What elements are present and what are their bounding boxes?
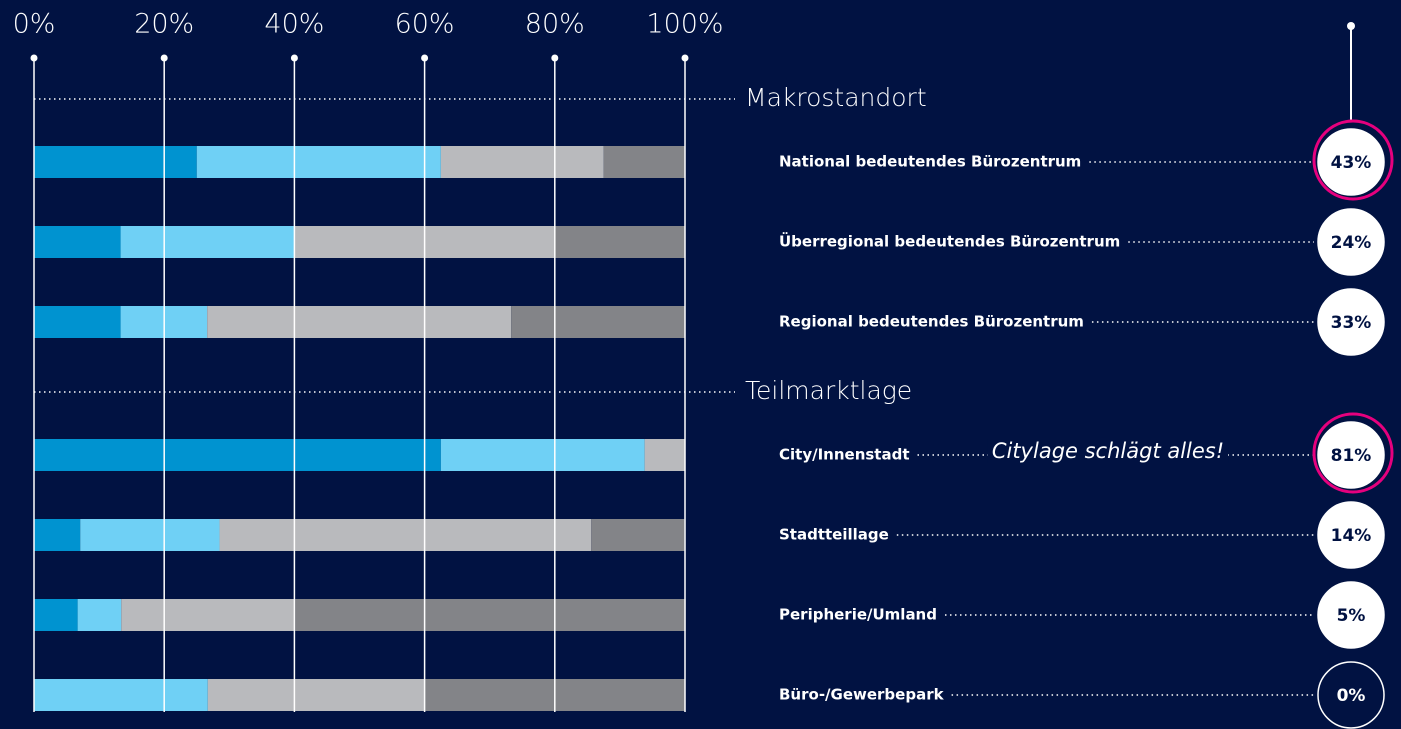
x-tick-label: 100%	[646, 9, 723, 40]
bar-segment	[295, 599, 686, 631]
share-label: 0%	[1337, 686, 1366, 706]
category-label: Stadtteillage	[779, 526, 889, 544]
category-label: City/Innenstadt	[779, 446, 910, 464]
group-label: Makrostandort	[745, 83, 927, 112]
bar-segment	[34, 226, 121, 258]
highlight-ring	[1312, 412, 1394, 494]
bar-segment	[207, 679, 425, 711]
bar-segment	[440, 439, 645, 471]
category-label: National bedeutendes Bürozentrum	[779, 153, 1081, 171]
grid: 0% 20% 40% 60% 80% 100%	[13, 9, 724, 712]
highlight-ring	[1312, 119, 1394, 201]
x-tick-label: 0%	[13, 9, 56, 40]
bar-segment	[34, 519, 81, 551]
share-circle	[1317, 661, 1385, 729]
x-tick-label: 80%	[525, 9, 585, 40]
tick-dot	[681, 54, 689, 62]
bar-segment	[554, 226, 685, 258]
share-label: 14%	[1331, 526, 1372, 546]
connector-dot	[1347, 22, 1355, 30]
tick-dot	[290, 54, 298, 62]
bar-segment	[34, 599, 78, 631]
category-label: Peripherie/Umland	[779, 606, 937, 624]
share-circle	[1317, 421, 1385, 489]
share-label: 43%	[1331, 153, 1372, 173]
share-circle	[1317, 128, 1385, 196]
bar-segment	[34, 306, 121, 338]
bar-segment	[34, 679, 208, 711]
tick-dot	[551, 54, 559, 62]
annotation-bg	[987, 439, 1229, 463]
share-label: 5%	[1337, 606, 1366, 626]
bars	[34, 146, 686, 711]
bar-segment	[34, 146, 197, 178]
x-tick-label: 20%	[134, 9, 194, 40]
category-label: Büro-/Gewerbepark	[779, 686, 945, 704]
bar-segment	[34, 439, 441, 471]
bar-segment	[644, 439, 685, 471]
bar-segment	[591, 519, 685, 551]
bar-segment	[120, 226, 295, 258]
bar-segment	[603, 146, 685, 178]
tick-dot	[30, 54, 38, 62]
share-circle	[1317, 581, 1385, 649]
bar-segment	[80, 519, 220, 551]
bar-segment	[196, 146, 441, 178]
group-label: Teilmarktlage	[745, 376, 912, 405]
bar-segment	[219, 519, 592, 551]
tick-dot	[421, 54, 429, 62]
category-label: Überregional bedeutendes Bürozentrum	[779, 232, 1120, 251]
x-tick-label: 60%	[395, 9, 455, 40]
share-label: 24%	[1331, 233, 1372, 253]
share-label: 81%	[1331, 446, 1372, 466]
bar-segment	[511, 306, 685, 338]
share-circle	[1317, 208, 1385, 276]
annotation: Citylage schlägt alles!	[992, 439, 1224, 463]
x-tick-label: 40%	[264, 9, 324, 40]
share-circle	[1317, 501, 1385, 569]
bar-segment	[77, 599, 122, 631]
share-label: 33%	[1331, 313, 1372, 333]
tick-dot	[160, 54, 168, 62]
bar-segment	[207, 306, 512, 338]
bar-segment	[440, 146, 604, 178]
bar-segment	[121, 599, 296, 631]
share-circle	[1317, 288, 1385, 356]
category-label: Regional bedeutendes Bürozentrum	[779, 313, 1084, 331]
